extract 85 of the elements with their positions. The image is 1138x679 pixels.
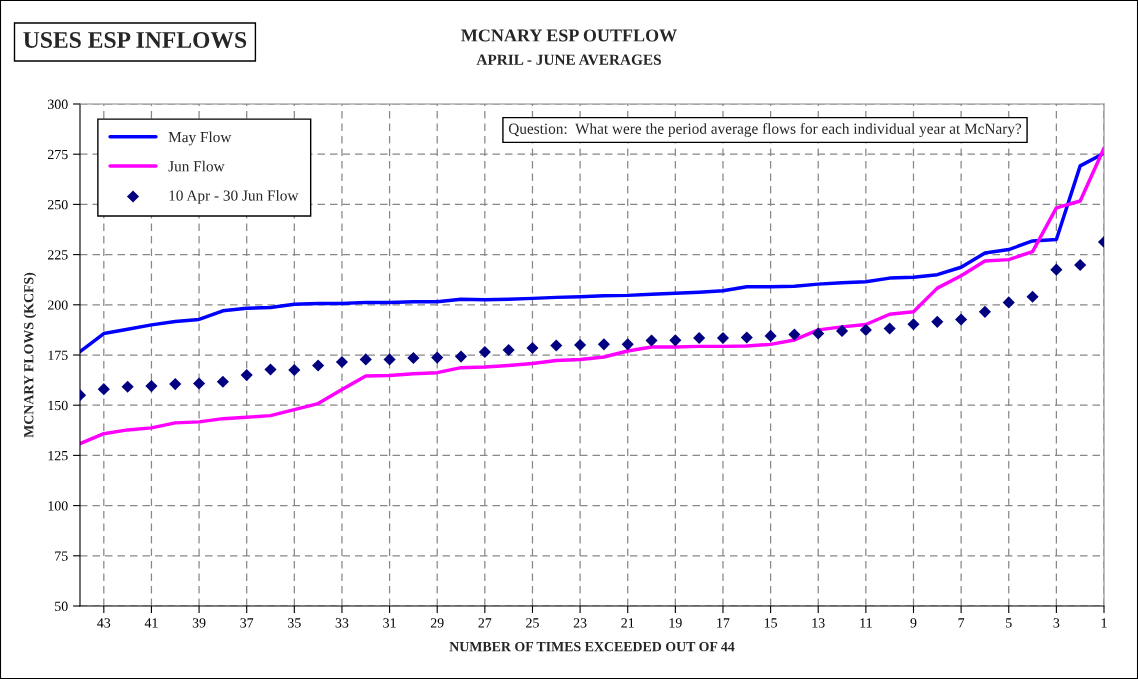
point xyxy=(145,380,158,393)
legend-label: May Flow xyxy=(168,131,232,146)
x-tick-label: 5 xyxy=(1006,618,1012,628)
point xyxy=(216,375,229,388)
y-tick-label: 50 xyxy=(55,601,68,611)
point xyxy=(526,341,539,355)
point xyxy=(264,363,277,376)
point xyxy=(383,353,396,366)
x-axis-title: NUMBER OF TIMES EXCEEDED OUT OF 44 xyxy=(449,641,735,652)
x-tick-label: 9 xyxy=(910,618,917,628)
x-tick-label: 27 xyxy=(478,618,492,628)
point xyxy=(597,338,610,351)
x-tick-label: 31 xyxy=(383,618,396,628)
point xyxy=(740,331,753,344)
y-axis-title: MCNARY FLOWS (KCFS) xyxy=(23,272,37,438)
legend-label: Jun Flow xyxy=(168,160,225,172)
point xyxy=(812,327,825,340)
x-tick-label: 3 xyxy=(1053,618,1060,628)
y-tick-label: 75 xyxy=(55,551,68,561)
point xyxy=(1050,263,1063,276)
chart-subtitle: APRIL - JUNE AVERAGES xyxy=(476,54,661,65)
point xyxy=(454,350,468,363)
point xyxy=(478,345,491,359)
x-tick-label: 21 xyxy=(621,618,634,628)
point xyxy=(1002,296,1015,309)
y-tick-label: 175 xyxy=(48,350,68,360)
x-tick-label: 43 xyxy=(97,618,111,628)
x-tick-label: 29 xyxy=(430,618,444,628)
x-tick-label: 39 xyxy=(192,618,206,628)
point xyxy=(645,334,658,347)
x-tick-label: 13 xyxy=(812,618,825,628)
x-tick-label: 25 xyxy=(526,618,539,628)
y-tick-label: 300 xyxy=(48,99,68,109)
point xyxy=(193,377,206,390)
point xyxy=(335,355,349,369)
point xyxy=(764,329,777,342)
chart-title: MCNARY ESP OUTFLOW xyxy=(461,29,677,42)
point xyxy=(931,315,944,328)
point xyxy=(97,383,110,396)
annotation: Question: What were the period average flows for each individual year at McNary? xyxy=(508,122,1022,138)
line-series xyxy=(80,146,1104,446)
point xyxy=(669,334,682,347)
point xyxy=(502,343,515,357)
x-tick-label: 41 xyxy=(144,618,158,628)
point xyxy=(716,331,730,344)
point xyxy=(550,339,563,352)
x-tick-label: 11 xyxy=(860,618,872,628)
point xyxy=(359,353,372,366)
point xyxy=(288,364,301,377)
y-tick-label: 250 xyxy=(47,199,68,210)
x-tick-label: 17 xyxy=(717,618,730,628)
point xyxy=(978,305,991,318)
point xyxy=(574,338,587,352)
y-tick-label: 225 xyxy=(47,250,68,260)
y-tick-label: 100 xyxy=(48,501,68,511)
point xyxy=(169,378,182,391)
y-tick-label: 150 xyxy=(48,400,68,411)
text: USES ESP INFLOWS xyxy=(23,32,247,49)
x-tick-label: 15 xyxy=(764,618,778,628)
point xyxy=(121,380,134,393)
point xyxy=(835,324,849,337)
point xyxy=(407,351,420,365)
y-tick-label: 200 xyxy=(47,300,68,310)
point xyxy=(693,331,706,344)
point xyxy=(621,338,634,351)
point xyxy=(312,359,325,372)
point xyxy=(883,322,896,335)
x-tick-label: 23 xyxy=(573,618,587,628)
point xyxy=(1074,258,1087,272)
x-tick-label: 1 xyxy=(1101,618,1107,628)
x-tick-label: 37 xyxy=(240,618,254,628)
legend-label: 10 Apr - 30 Jun Flow xyxy=(169,189,299,204)
point xyxy=(859,323,872,336)
point xyxy=(955,313,968,326)
y-tick-label: 125 xyxy=(48,451,68,461)
point xyxy=(788,328,801,341)
point xyxy=(431,351,444,364)
point xyxy=(240,369,253,382)
x-tick-label: 35 xyxy=(288,618,301,628)
x-tick-label: 33 xyxy=(335,618,349,628)
x-tick-label: 19 xyxy=(669,618,682,628)
point xyxy=(1026,290,1039,303)
y-tick-label: 275 xyxy=(47,149,68,160)
point xyxy=(907,318,920,331)
x-tick-label: 7 xyxy=(958,618,965,628)
